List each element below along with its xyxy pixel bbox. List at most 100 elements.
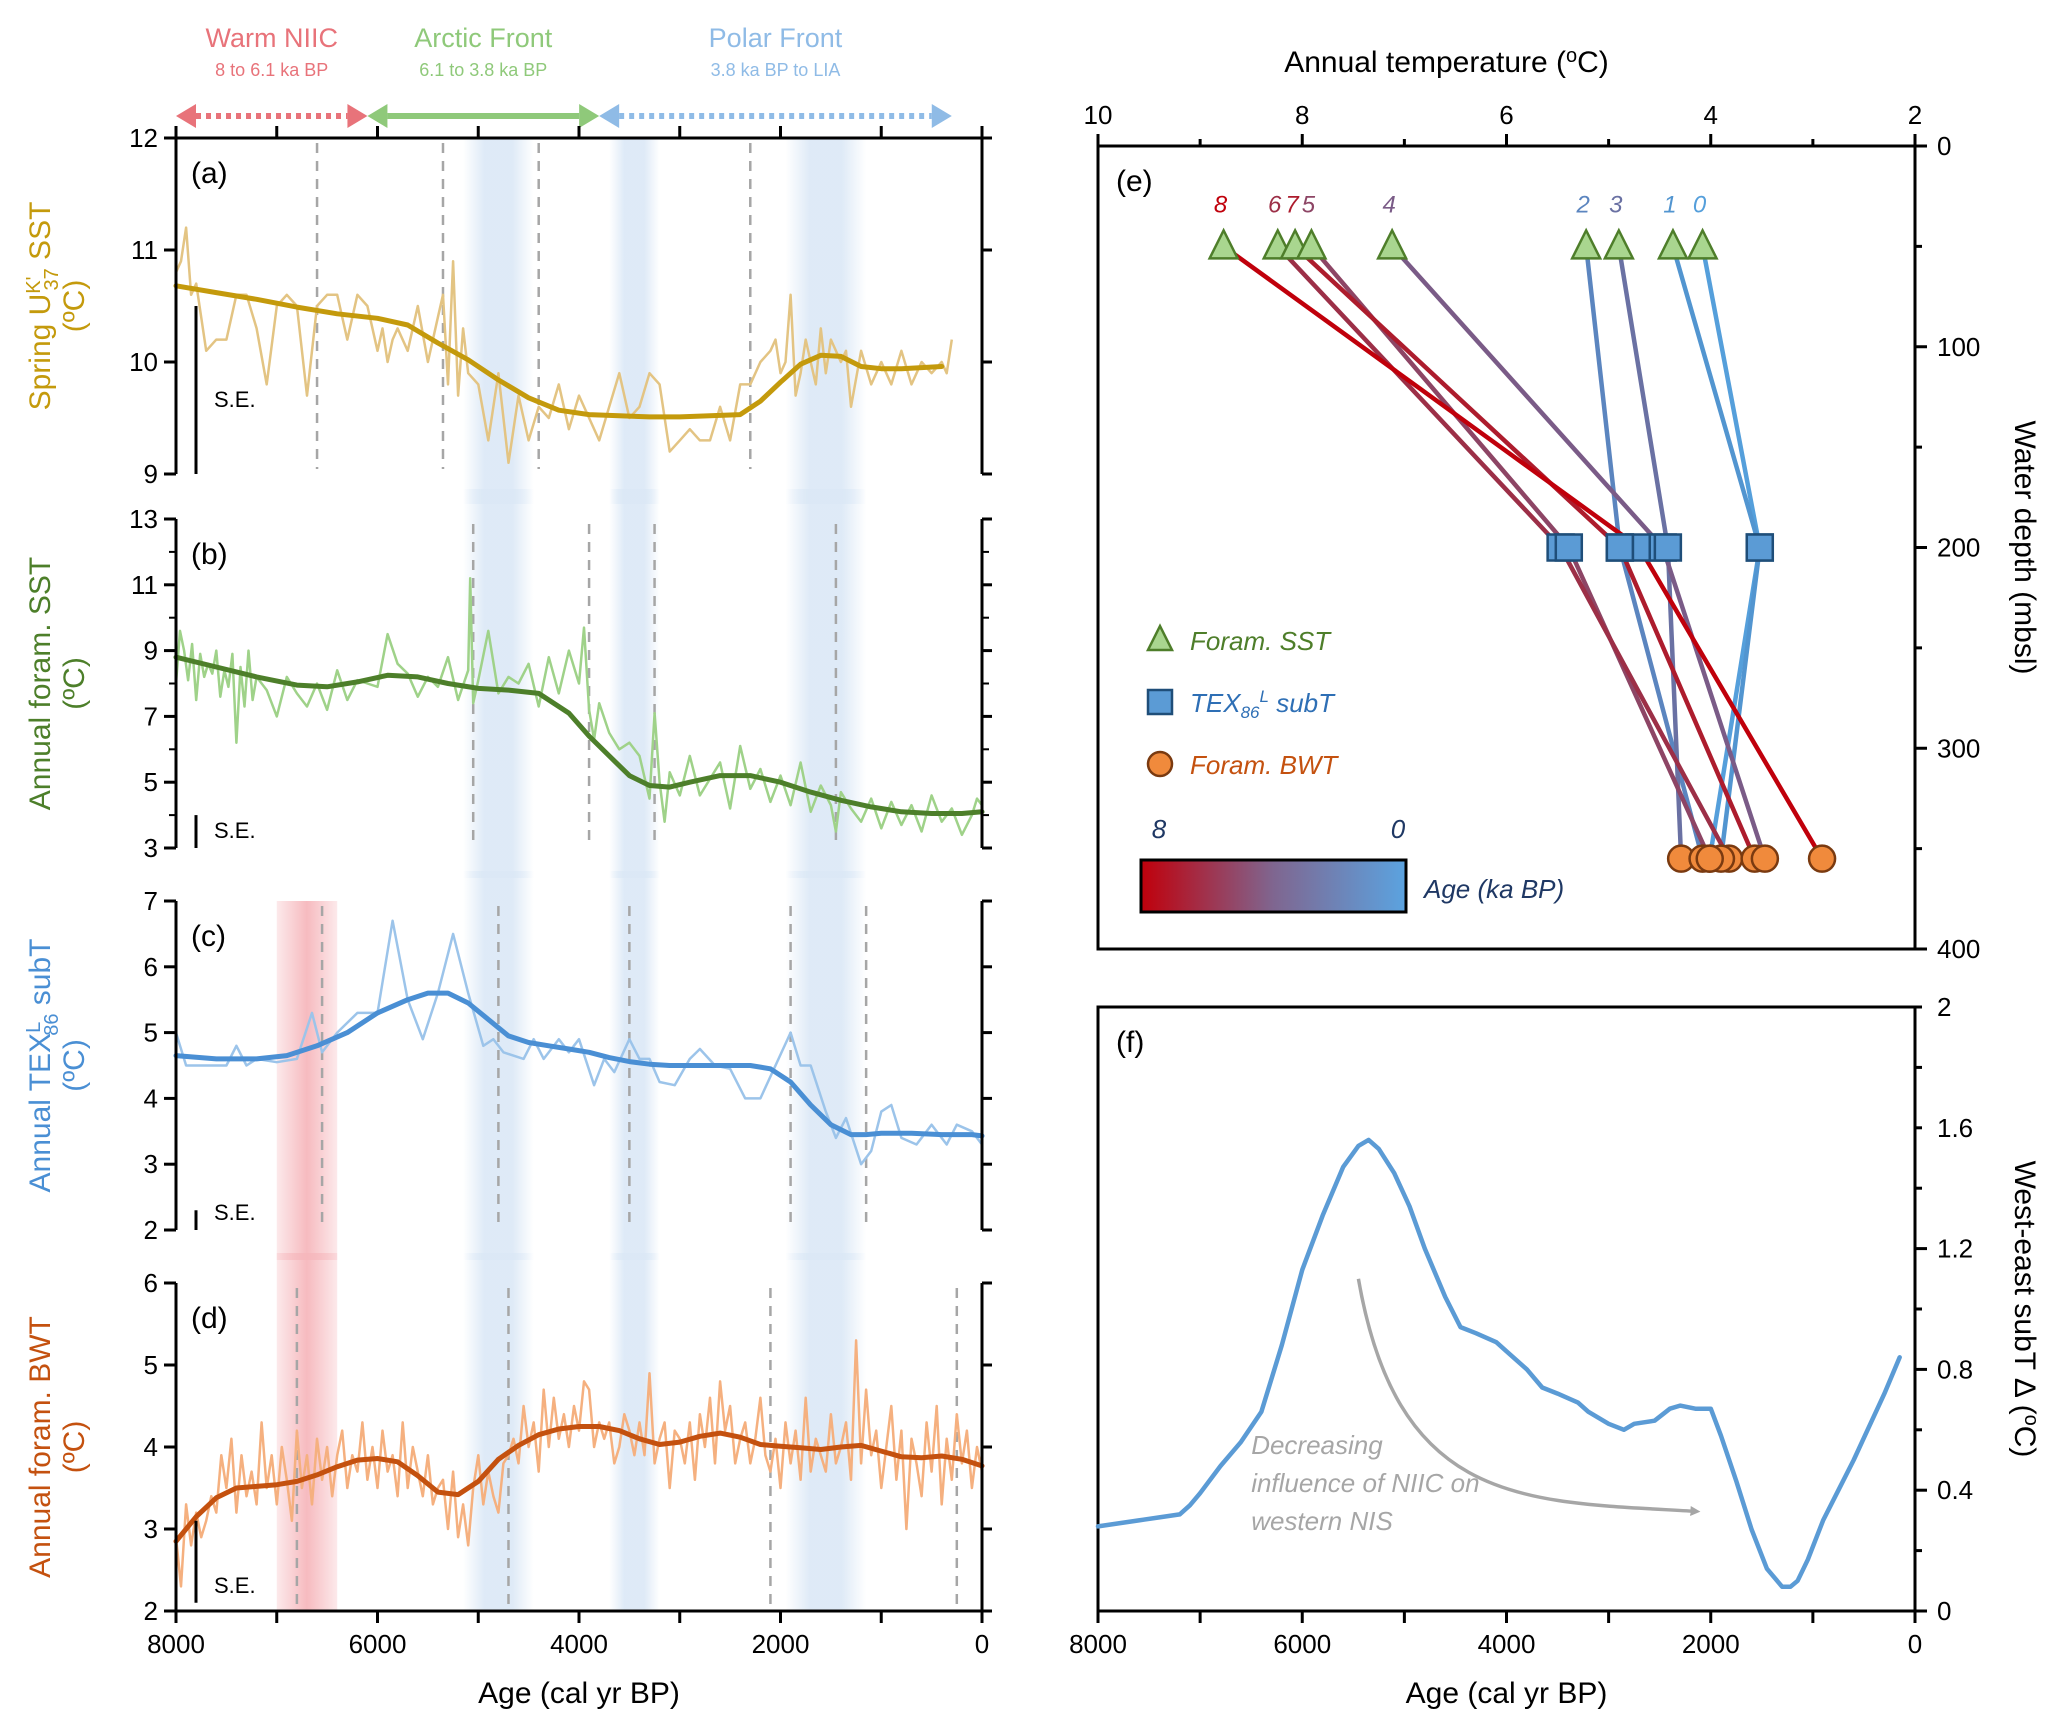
age-label: 2 bbox=[1575, 191, 1589, 218]
period-polar-front: Polar Front 3.8 ka BP to LIA bbox=[599, 23, 952, 128]
x-axis-label: Age (cal yr BP) bbox=[478, 1677, 680, 1710]
x-axis-label: Age (cal yr BP) bbox=[1406, 1677, 1608, 1710]
x-tick-label: 6000 bbox=[349, 1629, 407, 1659]
y-tick-label: 4 bbox=[144, 1083, 158, 1113]
y-tick-label: 3 bbox=[144, 833, 158, 863]
tex86-marker bbox=[1745, 533, 1775, 562]
y-axis-label: Annual TEXL86 subT bbox=[23, 939, 63, 1193]
arrowhead-left-icon bbox=[599, 104, 620, 128]
y-tick-label: 1.6 bbox=[1937, 1113, 1973, 1143]
colorbar-max-label: 0 bbox=[1391, 814, 1406, 844]
age-label: 3 bbox=[1609, 191, 1623, 218]
period-range: 3.8 ka BP to LIA bbox=[711, 60, 841, 80]
raw-series-line bbox=[174, 1339, 984, 1588]
west-east-delta-line bbox=[1095, 1137, 1902, 1590]
standard-error-label: S.E. bbox=[214, 387, 256, 412]
cooling-band bbox=[463, 1253, 534, 1611]
y-axis-label: Annual foram. BWT bbox=[24, 1316, 57, 1578]
y-tick-label: 13 bbox=[129, 504, 158, 534]
y-axis-label: West-east subT Δ (oC) bbox=[2008, 1161, 2042, 1458]
foram-sst-marker bbox=[1207, 227, 1240, 260]
period-name: Warm NIIC bbox=[205, 23, 337, 53]
age-label: 1 bbox=[1663, 191, 1676, 218]
legend-label: Foram. BWT bbox=[1190, 750, 1339, 780]
y-tick-label: 7 bbox=[144, 701, 158, 731]
y-tick-label: 10 bbox=[129, 347, 158, 377]
annotation-text: western NIS bbox=[1251, 1506, 1393, 1536]
arrowhead-left-icon bbox=[367, 104, 388, 128]
x-tick-label: 0 bbox=[975, 1629, 989, 1659]
age-label: 8 bbox=[1214, 191, 1228, 218]
y-tick-label: 3 bbox=[144, 1514, 158, 1544]
y-tick-label: 4 bbox=[144, 1432, 158, 1462]
y-tick-label: 5 bbox=[144, 1350, 158, 1380]
y-tick-label: 2 bbox=[144, 1215, 158, 1245]
y-tick-label: 5 bbox=[144, 1018, 158, 1048]
standard-error-label: S.E. bbox=[214, 818, 256, 843]
age-colorbar bbox=[1139, 858, 1408, 914]
y-tick-label: 2 bbox=[1937, 992, 1951, 1022]
foram-sst-marker bbox=[1570, 227, 1603, 260]
smoothed-series-line bbox=[173, 283, 945, 420]
y-tick-label: 0 bbox=[1937, 131, 1951, 161]
y-tick-label: 11 bbox=[131, 570, 158, 600]
x-axis-title: Annual temperature (oC) bbox=[1284, 45, 1609, 79]
cooling-band bbox=[785, 138, 867, 504]
arrowhead-right-icon bbox=[347, 104, 368, 128]
y-tick-label: 9 bbox=[144, 636, 158, 666]
period-range: 6.1 to 3.8 ka BP bbox=[419, 60, 547, 80]
panel-label: (a) bbox=[191, 157, 228, 190]
cooling-band bbox=[785, 1253, 867, 1611]
colorbar-min-label: 8 bbox=[1152, 814, 1167, 844]
standard-error-label: S.E. bbox=[214, 1200, 256, 1225]
cooling-band bbox=[463, 138, 534, 504]
y-tick-label: 9 bbox=[144, 459, 158, 489]
raw-series-line bbox=[174, 576, 983, 837]
y-axis-unit-label: (ºC) bbox=[58, 1421, 91, 1474]
tex86-marker bbox=[1554, 533, 1584, 562]
smoothed-series-line bbox=[173, 654, 985, 816]
legend-item: TEX86L subT bbox=[1146, 687, 1336, 722]
legend-label: TEX86L subT bbox=[1190, 687, 1336, 722]
plot-frame bbox=[1096, 144, 1917, 951]
smoothed-series-line bbox=[173, 990, 985, 1139]
y-tick-label: 0.8 bbox=[1937, 1354, 1973, 1384]
period-range: 8 to 6.1 ka BP bbox=[215, 60, 328, 80]
annotation-text: Decreasing bbox=[1251, 1430, 1383, 1460]
y-tick-label: 100 bbox=[1937, 332, 1980, 362]
y-tick-label: 12 bbox=[129, 123, 158, 153]
y-tick-label: 1.2 bbox=[1937, 1234, 1973, 1264]
x-tick-label: 0 bbox=[1908, 1629, 1922, 1659]
foram-sst-marker bbox=[1376, 227, 1409, 260]
warm-band bbox=[276, 901, 338, 1260]
plot-frame bbox=[1096, 1005, 1917, 1613]
y-axis-unit-label: (ºC) bbox=[58, 657, 91, 710]
x-tick-label: 6000 bbox=[1273, 1629, 1331, 1659]
y-tick-label: 400 bbox=[1937, 934, 1980, 964]
foram-sst-marker bbox=[1602, 227, 1635, 260]
period-name: Arctic Front bbox=[414, 23, 553, 53]
y-tick-label: 200 bbox=[1937, 533, 1980, 563]
y-axis-label: Water depth (mbsl) bbox=[2008, 421, 2041, 675]
y-tick-label: 6 bbox=[144, 952, 158, 982]
x-tick-label: 4000 bbox=[1478, 1629, 1536, 1659]
y-axis-unit-label: (ºC) bbox=[58, 1039, 91, 1092]
age-label: 5 bbox=[1302, 191, 1316, 218]
cooling-band bbox=[785, 871, 867, 1260]
warm-band bbox=[276, 1253, 338, 1611]
cooling-band bbox=[785, 489, 867, 878]
x-tick-label: 8000 bbox=[1069, 1629, 1127, 1659]
colorbar-title: Age (ka BP) bbox=[1422, 874, 1564, 904]
panel-label: (c) bbox=[191, 920, 226, 953]
legend-item: Foram. SST bbox=[1145, 623, 1332, 656]
x-tick-label: 4000 bbox=[550, 1629, 608, 1659]
period-arctic-front: Arctic Front 6.1 to 3.8 ka BP bbox=[367, 23, 600, 128]
x-tick-label: 8000 bbox=[147, 1629, 205, 1659]
panel-c: 2 3 4 5 6 7 (c) S.E. Annual TEXL86 subT(ºC) bbox=[23, 871, 992, 1260]
panel-f-west-east-delta: 8000 6000 4000 2000 0 Age (cal yr BP) 0 0.4 0.8 1… bbox=[1069, 992, 2042, 1710]
y-tick-label: 0 bbox=[1937, 1596, 1951, 1626]
y-axis-label: Annual foram. SST bbox=[24, 557, 57, 810]
x-tick-label: 2000 bbox=[1682, 1629, 1740, 1659]
